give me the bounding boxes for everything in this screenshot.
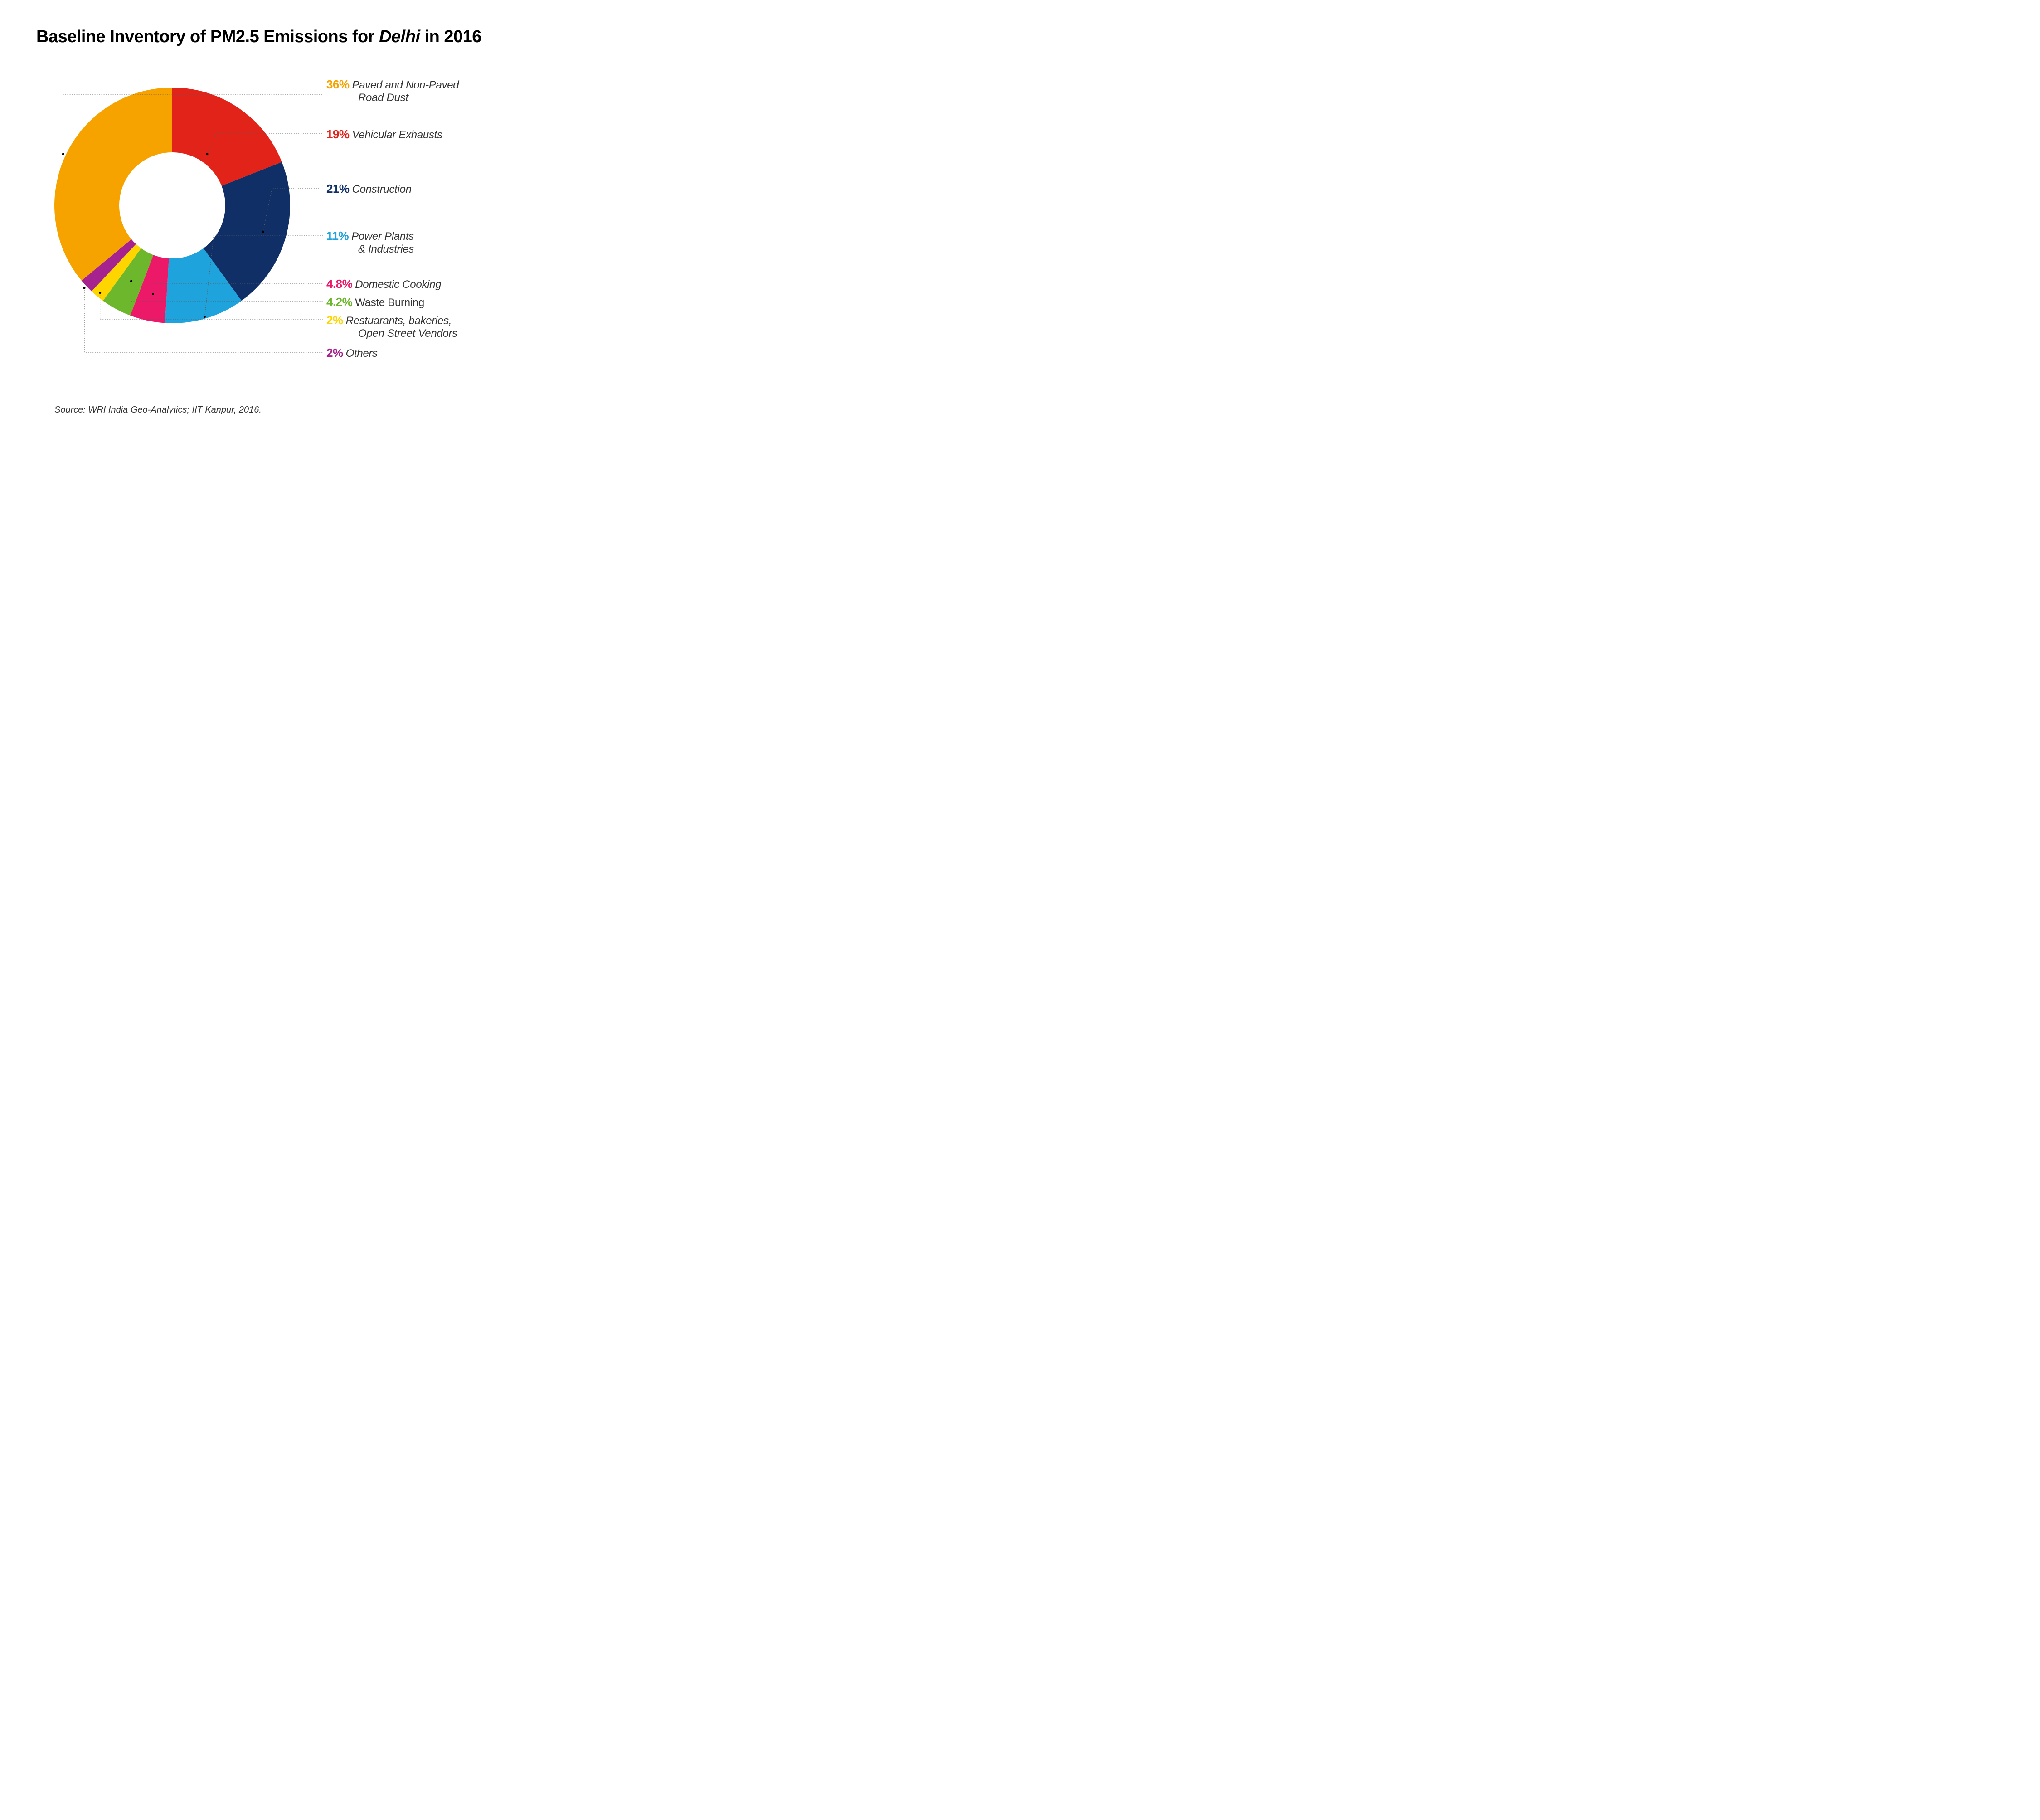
legend-item-cooking: 4.8%Domestic Cooking (326, 277, 441, 291)
legend-label: Waste Burning (355, 297, 424, 309)
chart-title: Baseline Inventory of PM2.5 Emissions fo… (36, 27, 535, 47)
slice-road_dust (54, 88, 172, 281)
chart-container: Baseline Inventory of PM2.5 Emissions fo… (36, 27, 535, 415)
legend-label: Others (346, 347, 378, 360)
legend-label: Domestic Cooking (355, 278, 441, 291)
title-italic: Delhi (379, 27, 420, 46)
legend-label-line2: Road Dust (358, 92, 459, 104)
legend-label-line2: & Industries (358, 243, 414, 256)
legend-label: Vehicular Exhausts (352, 129, 442, 141)
legend-label-line2: Open Street Vendors (358, 327, 457, 340)
legend-label: Restuarants, bakeries, (346, 315, 452, 327)
legend-item-restaurants: 2%Restuarants, bakeries,Open Street Vend… (326, 313, 457, 340)
legend-item-waste: 4.2%Waste Burning (326, 295, 424, 309)
legend-pct: 21% (326, 182, 350, 195)
title-suffix: in 2016 (420, 27, 481, 46)
legend-pct: 2% (326, 313, 343, 327)
source-citation: Source: WRI India Geo-Analytics; IIT Kan… (54, 405, 535, 415)
legend-pct: 4.8% (326, 277, 352, 291)
legend-item-power: 11%Power Plants& Industries (326, 229, 414, 256)
legend-pct: 2% (326, 346, 343, 360)
legend-label: Power Plants (351, 230, 414, 243)
legend-label: Construction (352, 183, 412, 195)
legend-pct: 19% (326, 127, 350, 141)
legend-item-construction: 21%Construction (326, 182, 412, 196)
legend-pct: 36% (326, 78, 350, 91)
legend-pct: 11% (326, 229, 349, 243)
legend-item-others: 2%Others (326, 346, 378, 360)
legend-item-road_dust: 36%Paved and Non-PavedRoad Dust (326, 78, 459, 104)
legend-label: Paved and Non-Paved (352, 79, 459, 91)
legend-item-vehicular: 19%Vehicular Exhausts (326, 127, 442, 141)
donut-chart (54, 88, 290, 323)
legend-pct: 4.2% (326, 295, 352, 309)
title-prefix: Baseline Inventory of PM2.5 Emissions fo… (36, 27, 379, 46)
chart-area: 36%Paved and Non-PavedRoad Dust 19%Vehicu… (36, 69, 535, 387)
